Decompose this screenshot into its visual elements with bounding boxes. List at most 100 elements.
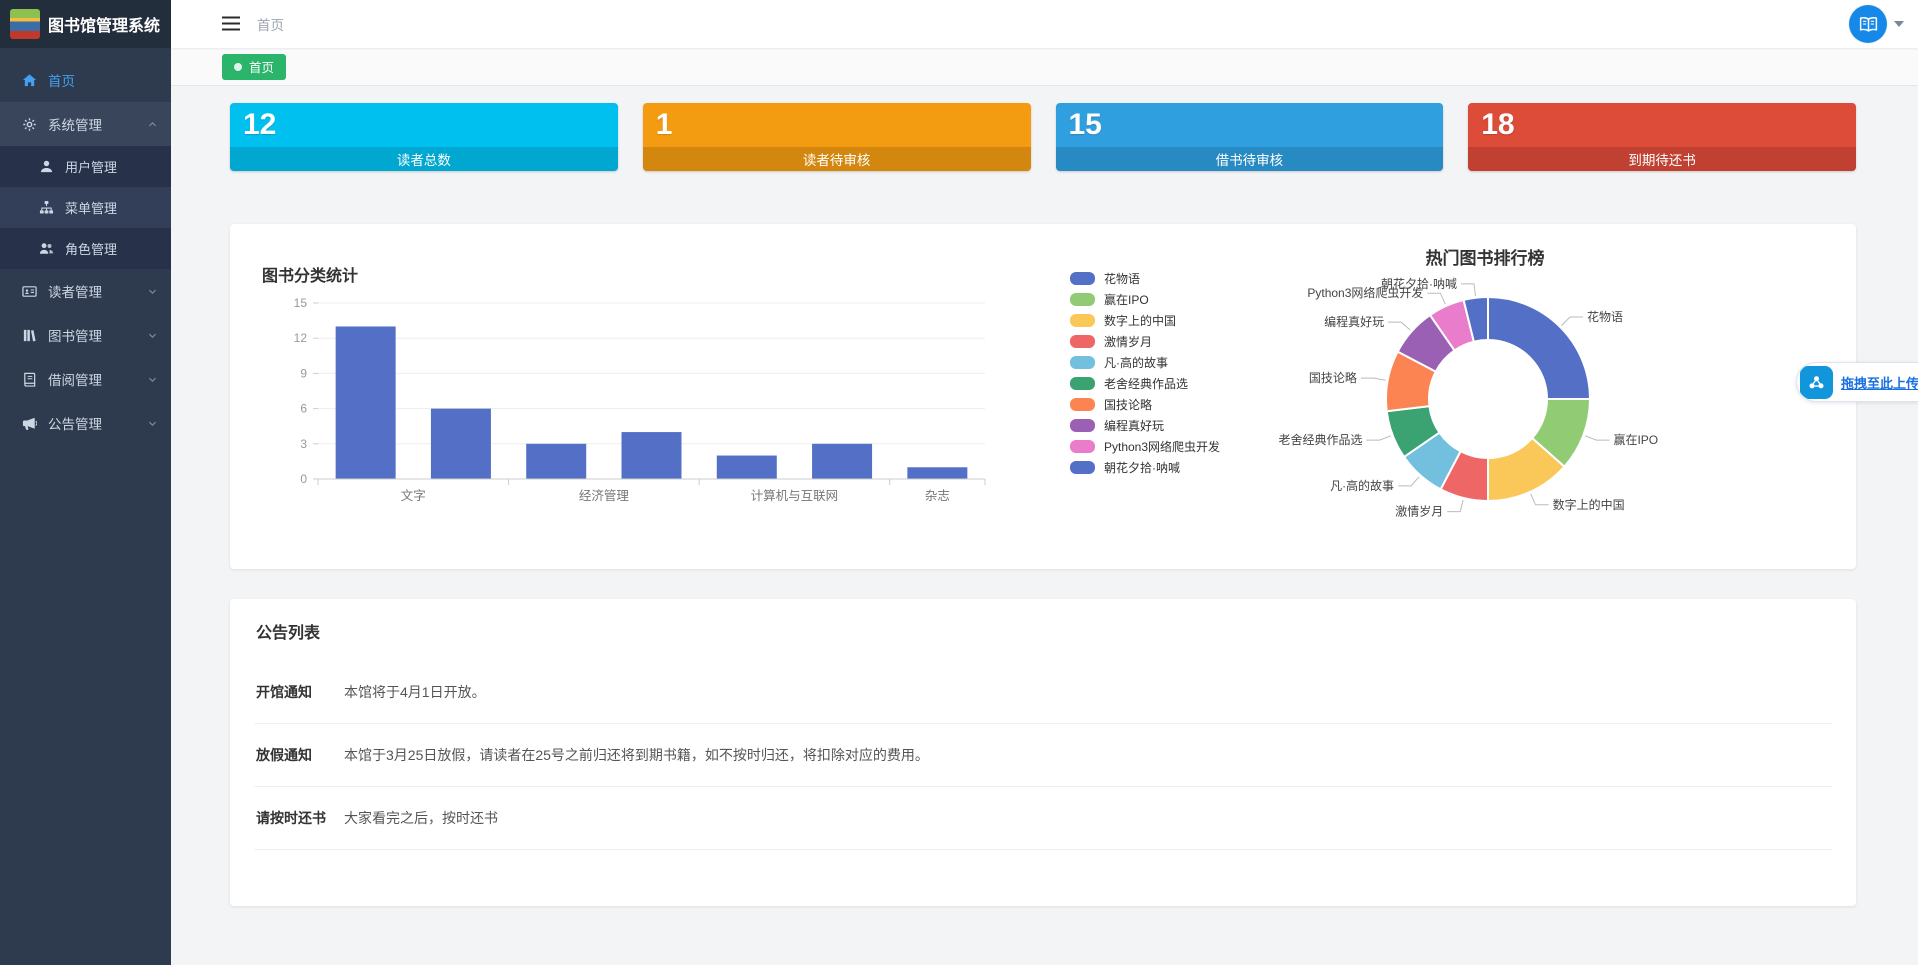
sidebar-item-label: 图书管理 <box>48 329 102 344</box>
stat-card-label: 借书待审核 <box>1055 147 1444 171</box>
announcement-content: 本馆于3月25日放假，请读者在25号之前归还将到期书籍，如不按时归还，将扣除对应… <box>344 747 929 763</box>
legend-item-1[interactable]: 花物语 <box>1070 268 1320 289</box>
announcement-content: 大家看完之后，按时还书 <box>344 810 498 826</box>
user-menu[interactable] <box>1849 5 1904 43</box>
users-icon <box>38 241 54 257</box>
legend-item-5[interactable]: 凡·高的故事 <box>1070 352 1320 373</box>
sidebar-subitem-3[interactable]: 角色管理 <box>0 228 171 269</box>
chevron-up-icon <box>147 119 158 130</box>
gear-icon <box>21 116 37 132</box>
upload-cloud-icon <box>1800 365 1833 399</box>
tab-bar: 首页 <box>171 48 1918 86</box>
announcements-list: 开馆通知 本馆将于4月1日开放。 放假通知 本馆于3月25日放假，请读者在25号之前归… <box>254 661 1832 850</box>
legend-label: 激情岁月 <box>1104 335 1153 349</box>
sidebar-item-5[interactable]: 借阅管理 <box>0 357 171 401</box>
legend-item-8[interactable]: 编程真好玩 <box>1070 415 1320 436</box>
announcement-title: 请按时还书 <box>256 810 326 826</box>
top-header: 首页 <box>171 0 1918 48</box>
svg-text:杂志: 杂志 <box>925 489 950 503</box>
svg-text:凡·高的故事: 凡·高的故事 <box>1330 478 1394 493</box>
svg-text:朝花夕拾·呐喊: 朝花夕拾·呐喊 <box>1381 276 1457 291</box>
sidebar-item-label: 公告管理 <box>48 417 102 432</box>
id-card-icon <box>21 283 37 299</box>
legend-item-4[interactable]: 激情岁月 <box>1070 331 1320 352</box>
app-title: 图书馆管理系统 <box>48 18 161 35</box>
tab-label: 首页 <box>249 61 275 75</box>
legend-item-2[interactable]: 赢在IPO <box>1070 289 1320 310</box>
sidebar-subitem-1[interactable]: 用户管理 <box>0 146 171 187</box>
legend-item-10[interactable]: 朝花夕拾·呐喊 <box>1070 457 1320 478</box>
chevron-down-icon <box>147 286 158 297</box>
sidebar-item-6[interactable]: 公告管理 <box>0 401 171 445</box>
announcement-row-3: 请按时还书 大家看完之后，按时还书 <box>254 787 1832 850</box>
announcements-title: 公告列表 <box>256 625 321 642</box>
megaphone-icon <box>21 415 37 431</box>
sidebar-subitem-label: 用户管理 <box>65 160 118 175</box>
sidebar: 图书馆管理系统 首页系统管理用户管理菜单管理角色管理读者管理图书管理借阅管理公告… <box>0 0 171 965</box>
caret-down-icon[interactable] <box>1894 21 1904 27</box>
stat-card-1: 12 读者总数 <box>230 103 618 171</box>
legend-swatch <box>1070 335 1095 348</box>
legend-swatch <box>1070 461 1095 474</box>
app-logo: 图书馆管理系统 <box>0 0 171 48</box>
svg-text:花物语: 花物语 <box>1587 309 1623 324</box>
legend-item-9[interactable]: Python3网络爬虫开发 <box>1070 436 1320 457</box>
legend-swatch <box>1070 314 1095 327</box>
svg-text:数字上的中国: 数字上的中国 <box>1553 497 1625 512</box>
pie-legend: 花物语赢在IPO 数字上的中国激情岁月凡·高的故事老舍经典作品选 国技论略 编程真好玩… <box>1070 224 1320 569</box>
stat-card-3: 15 借书待审核 <box>1055 103 1444 171</box>
user-icon <box>38 159 54 175</box>
legend-swatch <box>1070 398 1095 411</box>
sidebar-item-1[interactable]: 首页 <box>0 58 171 102</box>
sidebar-item-2[interactable]: 系统管理 <box>0 102 171 146</box>
announcement-content: 本馆将于4月1日开放。 <box>344 684 486 700</box>
breadcrumb[interactable]: 首页 <box>257 18 284 33</box>
legend-swatch <box>1070 356 1095 369</box>
hamburger-icon[interactable] <box>221 16 241 32</box>
stat-card-value: 15 <box>1068 108 1102 141</box>
legend-label: Python3网络爬虫开发 <box>1104 440 1221 454</box>
sidebar-item-3[interactable]: 读者管理 <box>0 269 171 313</box>
legend-label: 赢在IPO <box>1104 293 1149 307</box>
stat-card-label: 读者待审核 <box>642 147 1031 171</box>
legend-swatch <box>1070 440 1095 453</box>
pie-slice-10 <box>1462 296 1489 343</box>
legend-label: 花物语 <box>1104 272 1141 286</box>
book-icon <box>1859 16 1877 32</box>
svg-text:老舍经典作品选: 老舍经典作品选 <box>1279 432 1363 447</box>
legend-item-3[interactable]: 数字上的中国 <box>1070 310 1320 331</box>
legend-item-7[interactable]: 国技论略 <box>1070 394 1320 415</box>
legend-swatch <box>1070 293 1095 306</box>
sidebar-subitem-2[interactable]: 菜单管理 <box>0 187 171 228</box>
announcement-title: 开馆通知 <box>256 684 312 700</box>
sidebar-subitem-label: 菜单管理 <box>65 201 118 216</box>
chevron-down-icon <box>147 330 158 341</box>
legend-item-6[interactable]: 老舍经典作品选 <box>1070 373 1320 394</box>
stat-card-4: 18 到期待还书 <box>1468 103 1856 171</box>
app-logo-icon <box>10 9 40 39</box>
svg-text:Python3网络爬虫开发: Python3网络爬虫开发 <box>1307 285 1423 300</box>
tab-home[interactable]: 首页 <box>222 53 287 80</box>
upload-widget[interactable]: 拖拽至此上传 <box>1796 362 1918 402</box>
upload-label[interactable]: 拖拽至此上传 <box>1841 375 1918 391</box>
avatar[interactable] <box>1849 5 1887 43</box>
legend-label: 凡·高的故事 <box>1104 356 1168 370</box>
bar-chart-title: 图书分类统计 <box>262 268 359 285</box>
tab-active-dot <box>234 62 242 71</box>
sidebar-item-4[interactable]: 图书管理 <box>0 313 171 357</box>
svg-text:9: 9 <box>300 366 307 380</box>
svg-text:15: 15 <box>294 296 308 310</box>
svg-text:3: 3 <box>300 437 307 451</box>
pie-slice-1 <box>1487 296 1591 400</box>
sidebar-item-label: 系统管理 <box>48 118 102 133</box>
svg-text:经济管理: 经济管理 <box>579 488 630 503</box>
sidebar-item-label: 借阅管理 <box>48 373 102 388</box>
main-content: 12 读者总数 1 读者待审核 15 借书待审核 18 到期待还书 图书分类统计 0 3 6 9 12… <box>171 86 1918 906</box>
bar-chart: 0 3 6 9 12 15 文字 经济管理 计算机与互联网 杂志 <box>294 296 986 503</box>
stat-cards-row: 12 读者总数 1 读者待审核 15 借书待审核 18 到期待还书 <box>230 103 1856 171</box>
legend-swatch <box>1070 272 1095 285</box>
svg-text:12: 12 <box>294 331 308 345</box>
sidebar-subitem-label: 角色管理 <box>65 242 118 257</box>
books-icon <box>21 327 37 343</box>
